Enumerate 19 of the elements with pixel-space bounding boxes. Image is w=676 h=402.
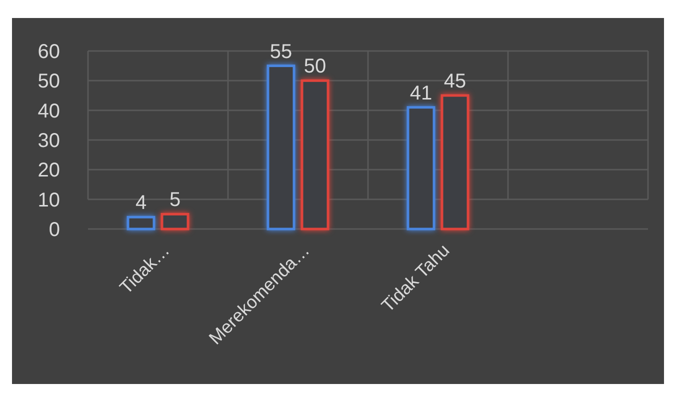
y-tick-label: 10	[38, 189, 60, 212]
y-tick-label: 40	[38, 100, 60, 122]
y-tick-label: 50	[38, 70, 60, 93]
y-tick-label: 0	[48, 219, 60, 241]
data-label: 41	[410, 82, 432, 104]
bar	[266, 64, 296, 230]
data-label: 4	[135, 192, 147, 214]
bar	[160, 212, 190, 230]
y-tick-label: 30	[38, 130, 60, 152]
data-label: 45	[444, 70, 466, 92]
y-tick-label: 60	[38, 41, 60, 63]
data-label: 50	[304, 56, 326, 78]
data-label: 55	[270, 40, 292, 63]
bar	[300, 79, 330, 230]
bar	[406, 106, 436, 230]
bar	[126, 216, 156, 230]
y-tick-label: 20	[38, 160, 60, 182]
data-label: 5	[169, 189, 181, 212]
bar	[440, 94, 470, 230]
